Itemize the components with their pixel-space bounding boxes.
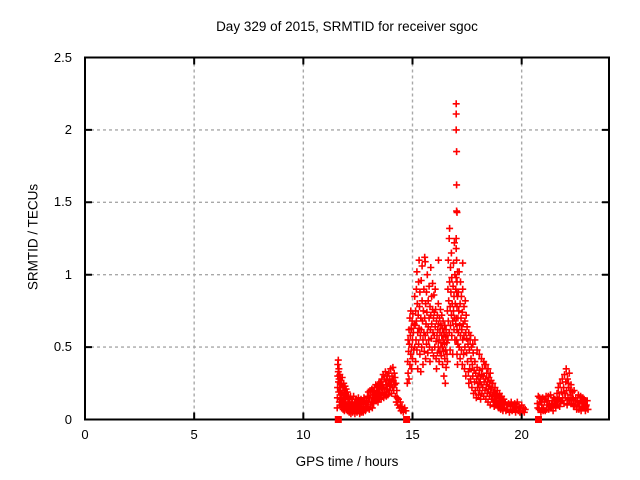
- x-axis-label: GPS time / hours: [295, 454, 399, 469]
- marker-zero-flag-squares: [535, 416, 542, 423]
- y-tick-label: 2.5: [53, 49, 72, 65]
- y-tick-label: 1.5: [53, 194, 72, 210]
- x-tick-label: 0: [81, 427, 89, 442]
- marker-zero-flag-squares: [334, 416, 342, 423]
- series-srmtid-points: [333, 100, 592, 418]
- y-tick-label: 1: [64, 266, 72, 282]
- y-tick-label: 0.5: [53, 339, 72, 355]
- x-tick-label: 20: [514, 427, 529, 442]
- marker-zero-flag-squares: [403, 416, 411, 423]
- y-tick-label: 0: [64, 411, 72, 427]
- chart-title: Day 329 of 2015, SRMTID for receiver sgo…: [216, 19, 478, 34]
- x-tick-label: 5: [190, 427, 198, 442]
- axis-ticks: [84, 56, 609, 421]
- plot-border: [84, 56, 610, 421]
- gridlines: [85, 57, 609, 420]
- x-tick-label: 10: [296, 427, 311, 442]
- x-tick-label: 15: [405, 427, 420, 442]
- y-tick-label: 2: [64, 121, 72, 137]
